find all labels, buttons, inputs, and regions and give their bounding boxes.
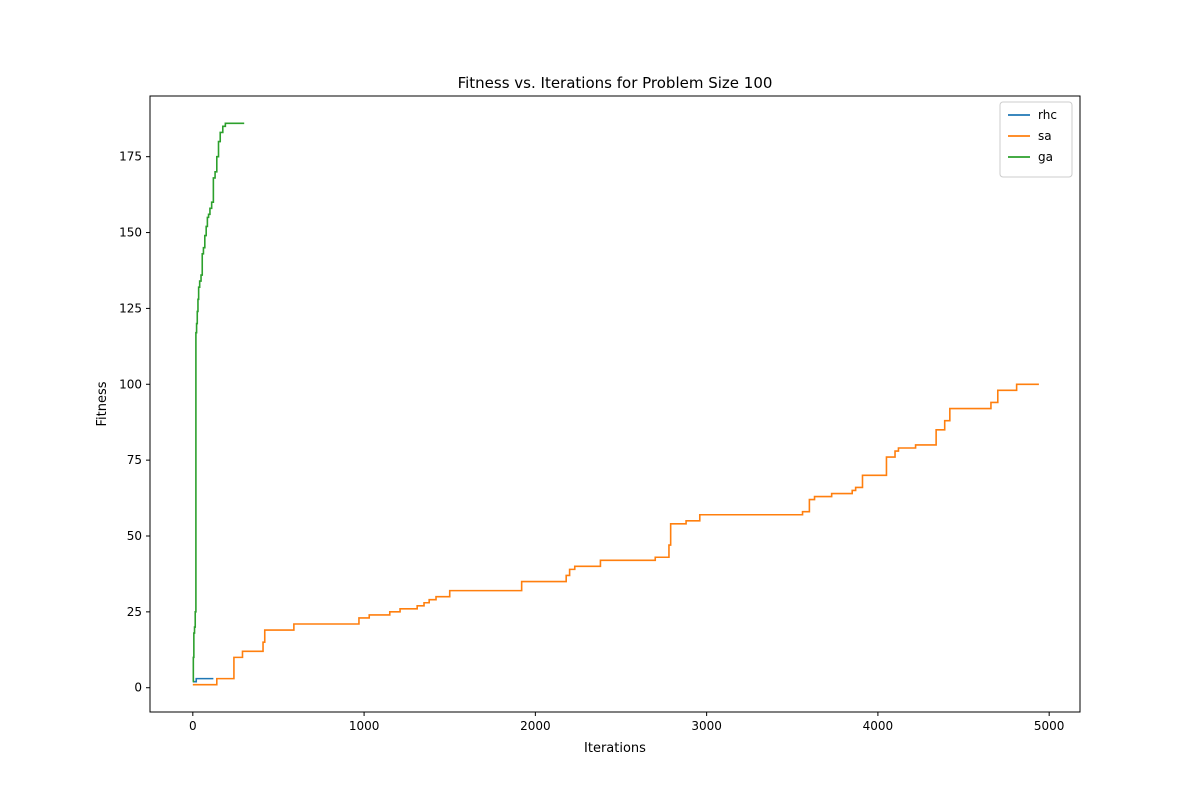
series-line-sa	[192, 383, 1039, 686]
y-tick-label: 125	[119, 301, 142, 315]
x-tick-label: 3000	[691, 719, 722, 733]
x-tick-label: 4000	[863, 719, 894, 733]
x-tick-label: 0	[189, 719, 197, 733]
legend-box	[999, 101, 1073, 178]
y-tick-label: 50	[127, 529, 142, 543]
legend: rhc sa ga	[999, 101, 1073, 178]
y-axis-label: Fitness	[95, 381, 110, 426]
x-tick-label: 5000	[1034, 719, 1065, 733]
y-tick-label: 75	[127, 453, 142, 467]
y-tick-label: 150	[119, 226, 142, 240]
legend-entry-rhc: rhc	[1038, 108, 1057, 122]
x-axis-label: Iterations	[584, 741, 646, 756]
axes-frame	[149, 95, 1081, 713]
chart-title: Fitness vs. Iterations for Problem Size …	[458, 74, 773, 92]
y-tick-label: 0	[134, 681, 142, 695]
x-tick-label: 2000	[520, 719, 551, 733]
plot-area: 0 1000 2000 3000 4000 5000 0 25 50 75 100 125 150 175	[119, 95, 1081, 733]
y-tick-label: 175	[119, 150, 142, 164]
legend-entry-ga: ga	[1038, 150, 1053, 164]
y-tick-label: 25	[127, 605, 142, 619]
x-tick-label: 1000	[349, 719, 380, 733]
series-line-rhc	[192, 677, 214, 683]
y-tick-label: 100	[119, 377, 142, 391]
legend-entry-sa: sa	[1038, 129, 1052, 143]
series-line-ga	[192, 122, 245, 683]
